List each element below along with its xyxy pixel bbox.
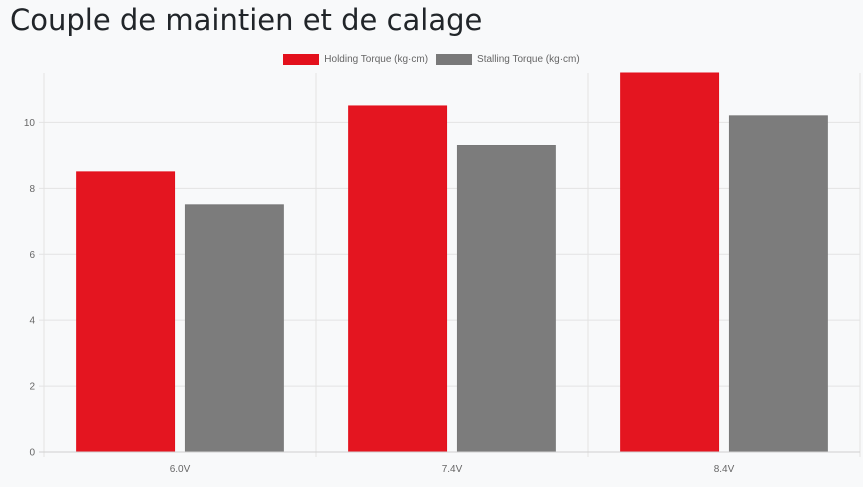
bar-holding-8-4V[interactable] [620,72,720,453]
x-tick-label: 7.4V [442,464,463,475]
bar-stalling-8-4V[interactable] [728,115,828,453]
legend-label-holding: Holding Torque (kg·cm) [324,53,429,65]
bar-stalling-7-4V[interactable] [456,145,556,453]
legend-item-stalling[interactable]: Stalling Torque (kg·cm) [436,51,580,67]
legend-swatch-holding [283,53,320,65]
y-tick-label: 6 [29,250,35,261]
bar-holding-6-0V[interactable] [76,171,176,453]
y-tick-label: 2 [29,382,35,393]
legend-item-holding[interactable]: Holding Torque (kg·cm) [283,51,428,67]
y-tick-label: 8 [29,184,35,195]
bar-stalling-6-0V[interactable] [184,204,284,453]
legend-swatch-stalling [436,53,473,65]
y-tick-label: 0 [29,448,35,459]
y-tick-label: 10 [24,118,36,129]
x-tick-label: 8.4V [714,464,735,475]
bar-holding-7-4V[interactable] [348,105,448,453]
legend-label-stalling: Stalling Torque (kg·cm) [477,53,580,65]
y-tick-label: 4 [29,316,35,327]
page-title: Couple de maintien et de calage [10,3,483,37]
chart-legend: Holding Torque (kg·cm) Stalling Torque (… [0,51,863,67]
x-tick-label: 6.0V [170,464,191,475]
